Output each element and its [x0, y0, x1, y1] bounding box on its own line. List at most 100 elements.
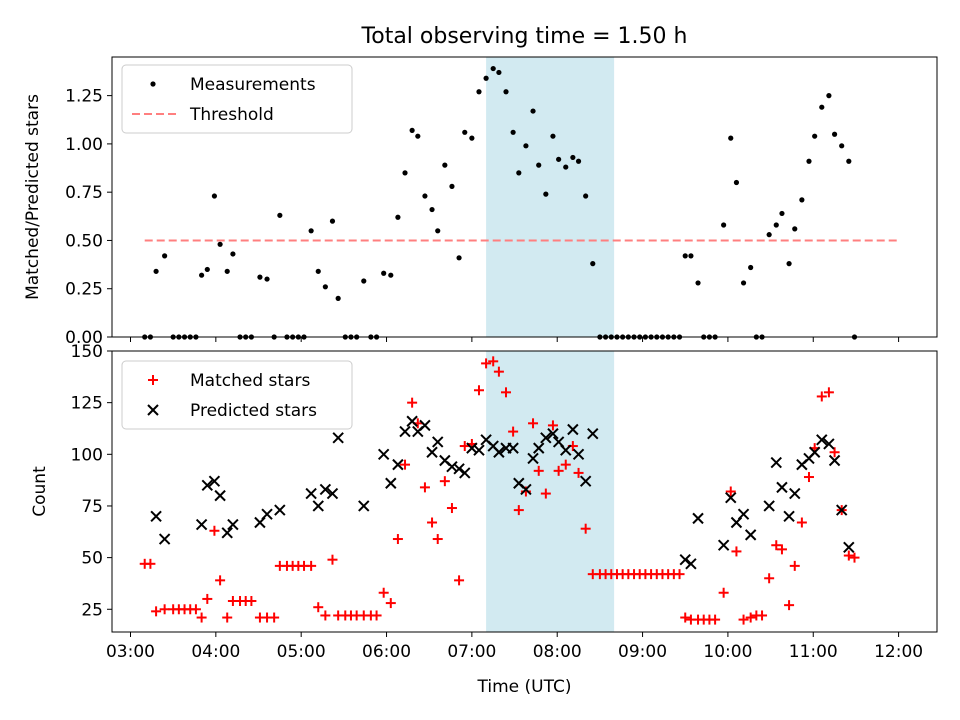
matched-star-point — [718, 587, 729, 598]
matched-star-point — [849, 552, 860, 563]
measurement-point — [490, 65, 496, 72]
predicted-star-point — [744, 529, 757, 541]
matched-star-point — [269, 612, 280, 623]
measurement-point — [536, 162, 542, 168]
legend-matched-label: Matched stars — [190, 371, 310, 391]
measurement-point — [496, 69, 502, 76]
y-tick-label: 75 — [81, 497, 103, 517]
x-marker-b — [399, 425, 411, 438]
predicted-star-point — [587, 427, 599, 440]
predicted-star-point — [783, 510, 795, 523]
legend-predicted-label: Predicted stars — [190, 401, 317, 421]
measurement-point — [733, 179, 740, 186]
measurement-point — [550, 133, 556, 139]
measurement-point — [230, 251, 236, 257]
x-marker-b — [227, 518, 239, 531]
x-marker-b — [776, 481, 788, 494]
predicted-star-point — [816, 434, 828, 446]
predicted-star-point — [305, 487, 317, 500]
x-tick-label: 07:00 — [447, 642, 496, 662]
predicted-star-point — [547, 427, 559, 440]
matched-star-point — [378, 587, 389, 598]
x-marker-b — [150, 510, 162, 523]
matched-star-point — [159, 604, 170, 615]
predicted-star-point — [567, 423, 579, 436]
x-tick-label: 11:00 — [789, 642, 838, 662]
measurement-point — [819, 104, 825, 110]
x-marker-b — [466, 442, 478, 454]
measurement-point — [449, 183, 455, 189]
predicted-star-point — [808, 446, 821, 458]
predicted-star-point — [158, 533, 171, 545]
measurement-point — [748, 264, 754, 271]
predicted-star-point — [679, 553, 691, 566]
observing-window-shade-top — [486, 57, 615, 337]
measurement-point — [806, 158, 812, 164]
predicted-star-point — [473, 444, 485, 456]
x-marker-b — [789, 487, 801, 500]
matched-star-point — [738, 614, 749, 625]
x-marker-b — [358, 500, 370, 512]
matched-star-point — [481, 358, 492, 369]
measurement-point — [162, 253, 168, 259]
measurement-point — [329, 218, 336, 224]
matched-star-point — [823, 387, 834, 398]
measurement-point — [476, 89, 482, 95]
x-marker-b — [147, 404, 159, 416]
measurement-point — [469, 135, 475, 141]
measurement-point — [308, 228, 314, 234]
measurement-point — [277, 212, 283, 218]
measurement-point — [688, 253, 694, 259]
matched-star-point — [400, 459, 411, 470]
y-tick-label: 100 — [71, 445, 103, 465]
y-tick-label: 1.25 — [65, 87, 103, 107]
y-tick-label: 0.25 — [65, 280, 103, 300]
predicted-star-point — [150, 510, 162, 523]
predicted-star-point — [823, 438, 835, 450]
matched-star-point — [454, 575, 465, 586]
predicted-star-point — [692, 512, 704, 525]
matched-star-point — [151, 606, 162, 617]
x-marker-b — [305, 487, 317, 500]
predicted-star-point — [466, 442, 478, 454]
top-legend-box — [121, 64, 353, 134]
top-plot-frame — [111, 56, 938, 338]
measurement-point — [335, 295, 341, 301]
top-y-axis-label: Matched/Predicted stars — [23, 94, 43, 300]
measurement-point — [563, 164, 569, 170]
x-marker-b — [261, 508, 273, 520]
x-marker-b — [527, 452, 539, 465]
matched-star-point — [796, 517, 807, 528]
x-marker-b — [406, 415, 418, 427]
x-marker-b — [540, 432, 552, 444]
measurement-point — [682, 253, 688, 259]
matched-star-point — [816, 391, 827, 402]
matched-star-point — [745, 612, 756, 623]
matched-star-point — [829, 447, 840, 458]
top-panel: 0.00 0.25 0.50 0.75 1.00 1.25 Total observing… — [23, 24, 938, 348]
bottom-legend-box — [121, 360, 353, 430]
y-tick-label: 1.00 — [65, 135, 103, 155]
x-marker-b — [835, 504, 848, 516]
measurement-point — [456, 255, 462, 261]
x-marker-b — [487, 440, 499, 452]
matched-star-point — [560, 459, 571, 470]
matched-star-point — [843, 550, 854, 561]
predicted-star-point — [828, 454, 841, 467]
x-marker-b — [312, 500, 324, 512]
matched-star-point — [784, 600, 795, 611]
measurement-point — [516, 170, 522, 176]
matched-star-point — [459, 441, 470, 452]
x-tick-label: 03:00 — [106, 642, 155, 662]
x-marker-b — [572, 448, 585, 461]
x-marker-b — [533, 442, 545, 454]
matched-star-point — [540, 488, 551, 499]
x-marker-b — [459, 467, 471, 479]
measurement-point — [361, 278, 367, 284]
x-marker-b — [560, 444, 572, 456]
matched-star-point — [432, 534, 443, 545]
x-marker-b — [783, 510, 795, 523]
legend-x — [147, 404, 159, 416]
matched-star-point — [190, 604, 201, 615]
